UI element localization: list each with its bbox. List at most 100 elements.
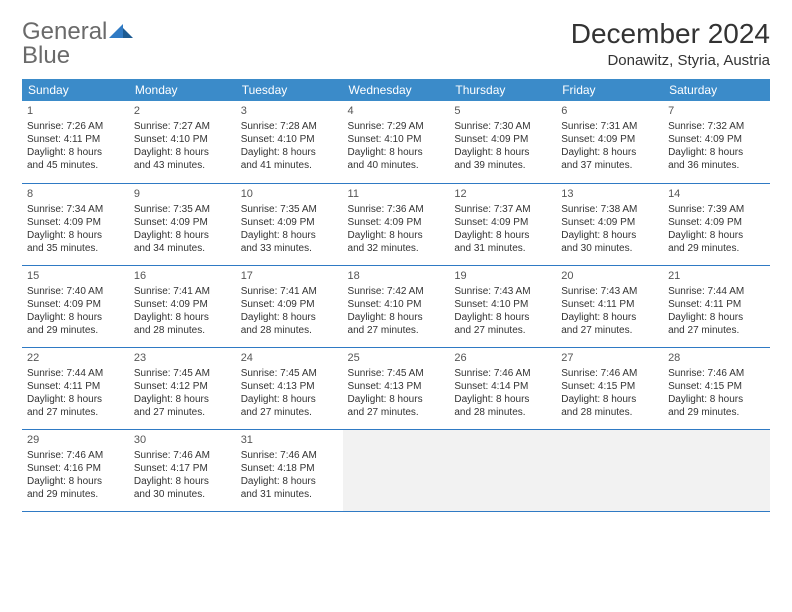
sunset-text: Sunset: 4:10 PM [454,298,551,311]
weekday-header: Friday [556,79,663,101]
calendar-day-cell: 6Sunrise: 7:31 AMSunset: 4:09 PMDaylight… [556,101,663,183]
calendar-day-cell: 1Sunrise: 7:26 AMSunset: 4:11 PMDaylight… [22,101,129,183]
calendar-day-cell: 2Sunrise: 7:27 AMSunset: 4:10 PMDaylight… [129,101,236,183]
day-number: 1 [27,104,124,118]
calendar-day-cell: 26Sunrise: 7:46 AMSunset: 4:14 PMDayligh… [449,347,556,429]
daylight-text: and 31 minutes. [454,242,551,255]
calendar-week-row: 1Sunrise: 7:26 AMSunset: 4:11 PMDaylight… [22,101,770,183]
day-number: 23 [134,351,231,365]
sunrise-text: Sunrise: 7:28 AM [241,120,338,133]
sunrise-text: Sunrise: 7:44 AM [668,285,765,298]
daylight-text: Daylight: 8 hours [241,393,338,406]
sunset-text: Sunset: 4:09 PM [454,216,551,229]
sunset-text: Sunset: 4:17 PM [134,462,231,475]
daylight-text: Daylight: 8 hours [668,393,765,406]
sunset-text: Sunset: 4:09 PM [348,216,445,229]
day-number: 7 [668,104,765,118]
calendar-body: 1Sunrise: 7:26 AMSunset: 4:11 PMDaylight… [22,101,770,511]
calendar-day-cell: 29Sunrise: 7:46 AMSunset: 4:16 PMDayligh… [22,429,129,511]
sunrise-text: Sunrise: 7:34 AM [27,203,124,216]
calendar-day-cell: 22Sunrise: 7:44 AMSunset: 4:11 PMDayligh… [22,347,129,429]
daylight-text: Daylight: 8 hours [668,229,765,242]
sunrise-text: Sunrise: 7:41 AM [241,285,338,298]
daylight-text: and 27 minutes. [561,324,658,337]
daylight-text: and 37 minutes. [561,159,658,172]
daylight-text: Daylight: 8 hours [348,229,445,242]
sunrise-text: Sunrise: 7:38 AM [561,203,658,216]
day-number: 28 [668,351,765,365]
weekday-header: Monday [129,79,236,101]
sunrise-text: Sunrise: 7:43 AM [454,285,551,298]
calendar-day-cell: 14Sunrise: 7:39 AMSunset: 4:09 PMDayligh… [663,183,770,265]
daylight-text: and 29 minutes. [668,406,765,419]
day-number: 11 [348,187,445,201]
sunset-text: Sunset: 4:14 PM [454,380,551,393]
daylight-text: Daylight: 8 hours [454,146,551,159]
sunrise-text: Sunrise: 7:37 AM [454,203,551,216]
calendar-day-cell [343,429,450,511]
daylight-text: Daylight: 8 hours [561,393,658,406]
calendar-day-cell: 3 Sunrise: 7:28 AMSunset: 4:10 PMDaylight… [236,101,343,183]
daylight-text: and 31 minutes. [241,488,338,501]
daylight-text: Daylight: 8 hours [561,146,658,159]
sunrise-text: Sunrise: 7:31 AM [561,120,658,133]
daylight-text: and 41 minutes. [241,159,338,172]
sunrise-text: Sunrise: 7:45 AM [348,367,445,380]
calendar-day-cell: 18Sunrise: 7:42 AMSunset: 4:10 PMDayligh… [343,265,450,347]
sunset-text: Sunset: 4:11 PM [668,298,765,311]
calendar-day-cell: 10Sunrise: 7:35 AMSunset: 4:09 PMDayligh… [236,183,343,265]
calendar-day-cell [556,429,663,511]
calendar-day-cell: 20Sunrise: 7:43 AMSunset: 4:11 PMDayligh… [556,265,663,347]
sunrise-text: Sunrise: 7:44 AM [27,367,124,380]
calendar-day-cell: 24Sunrise: 7:45 AMSunset: 4:13 PMDayligh… [236,347,343,429]
daylight-text: Daylight: 8 hours [454,393,551,406]
daylight-text: and 32 minutes. [348,242,445,255]
sunset-text: Sunset: 4:11 PM [27,380,124,393]
header: General December 2024 Donawitz, Styria, … [22,18,770,69]
daylight-text: Daylight: 8 hours [27,229,124,242]
brand-mark-icon [109,20,135,45]
daylight-text: Daylight: 8 hours [27,146,124,159]
sunset-text: Sunset: 4:09 PM [134,298,231,311]
sunset-text: Sunset: 4:09 PM [27,298,124,311]
calendar-header-row: Sunday Monday Tuesday Wednesday Thursday… [22,79,770,101]
sunset-text: Sunset: 4:09 PM [241,298,338,311]
calendar-day-cell: 15Sunrise: 7:40 AMSunset: 4:09 PMDayligh… [22,265,129,347]
daylight-text: and 33 minutes. [241,242,338,255]
sunset-text: Sunset: 4:15 PM [668,380,765,393]
day-number: 21 [668,269,765,283]
daylight-text: Daylight: 8 hours [241,475,338,488]
sunset-text: Sunset: 4:09 PM [454,133,551,146]
daylight-text: Daylight: 8 hours [668,311,765,324]
calendar-day-cell: 11Sunrise: 7:36 AMSunset: 4:09 PMDayligh… [343,183,450,265]
day-number: 4 [348,104,445,118]
sunset-text: Sunset: 4:10 PM [241,133,338,146]
calendar-table: Sunday Monday Tuesday Wednesday Thursday… [22,79,770,512]
daylight-text: Daylight: 8 hours [348,311,445,324]
day-number: 16 [134,269,231,283]
daylight-text: Daylight: 8 hours [561,229,658,242]
brand-word2-wrap: Blue [22,42,70,70]
calendar-week-row: 29Sunrise: 7:46 AMSunset: 4:16 PMDayligh… [22,429,770,511]
day-number: 2 [134,104,231,118]
sunset-text: Sunset: 4:15 PM [561,380,658,393]
day-number: 19 [454,269,551,283]
sunset-text: Sunset: 4:13 PM [241,380,338,393]
day-number: 8 [27,187,124,201]
sunset-text: Sunset: 4:10 PM [134,133,231,146]
daylight-text: Daylight: 8 hours [241,146,338,159]
sunrise-text: Sunrise: 7:41 AM [134,285,231,298]
sunrise-text: Sunrise: 7:46 AM [668,367,765,380]
daylight-text: Daylight: 8 hours [27,475,124,488]
daylight-text: and 29 minutes. [27,324,124,337]
daylight-text: and 27 minutes. [134,406,231,419]
daylight-text: Daylight: 8 hours [241,311,338,324]
daylight-text: and 27 minutes. [668,324,765,337]
day-number: 13 [561,187,658,201]
daylight-text: Daylight: 8 hours [348,146,445,159]
sunrise-text: Sunrise: 7:42 AM [348,285,445,298]
sunrise-text: Sunrise: 7:46 AM [241,449,338,462]
calendar-day-cell: 23Sunrise: 7:45 AMSunset: 4:12 PMDayligh… [129,347,236,429]
day-number: 3 [241,104,338,118]
day-number: 24 [241,351,338,365]
